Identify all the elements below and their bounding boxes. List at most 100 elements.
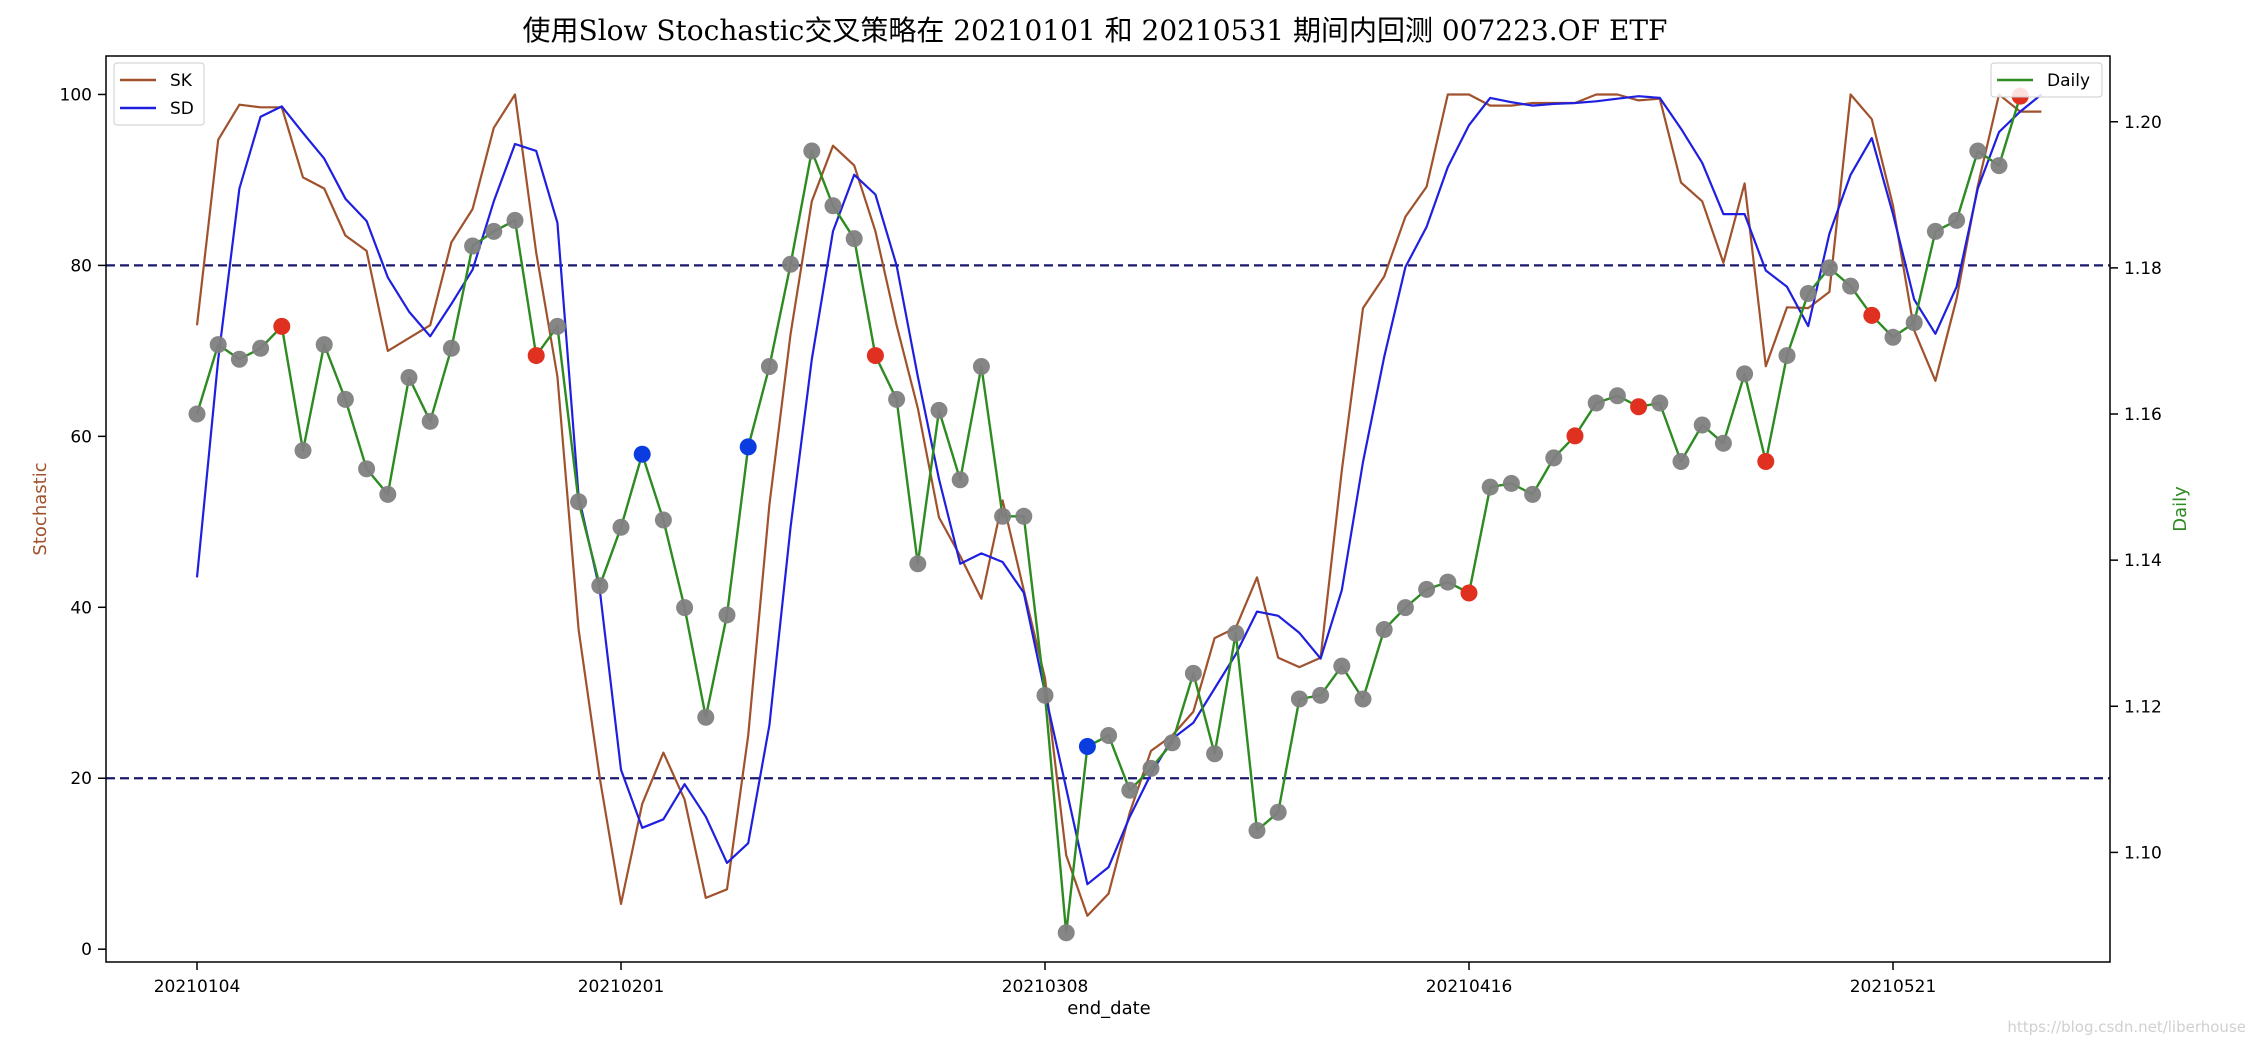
daily-point [760,358,778,376]
legend-right: Daily [1990,62,2103,98]
daily-point [1905,314,1923,332]
daily-point [1990,157,2008,175]
buy-signal-point [1078,737,1096,755]
daily-point [676,599,694,617]
legend-left: SK SD [113,62,205,126]
y-axis-label-right: Daily [2170,486,2191,532]
daily-point [1714,434,1732,452]
daily-point [400,368,418,386]
daily-point [1608,387,1626,405]
daily-point [1248,821,1266,839]
daily-point [888,390,906,408]
daily-point [1333,657,1351,675]
daily-point [1545,449,1563,467]
daily-point [1163,734,1181,752]
daily-point [1481,478,1499,496]
daily-point [1969,142,1987,160]
sell-signal-point [1630,398,1648,416]
legend-right-box [1990,62,2103,98]
daily-point [718,606,736,624]
buy-signal-point [633,445,651,463]
daily-point [1312,686,1330,704]
daily-point [1799,284,1817,302]
x-tick-label: 20210308 [1002,977,1089,997]
daily-point [1820,259,1838,277]
sell-signal-point [527,347,545,365]
y-left-tick-label: 0 [81,940,92,960]
daily-point [1142,759,1160,777]
daily-point [1184,664,1202,682]
daily-point [1290,690,1308,708]
sell-signal-point [1460,584,1478,602]
y-left-tick-label: 60 [70,427,92,447]
daily-point [1502,474,1520,492]
daily-point [654,511,672,529]
x-tick-label: 20210521 [1850,977,1937,997]
daily-point [697,708,715,726]
legend-sd-label: SD [170,99,194,119]
buy-signal-point [739,438,757,456]
daily-point [294,442,312,460]
y-left-tick-label: 40 [70,598,92,618]
daily-point [930,401,948,419]
y-right-tick-label: 1.10 [2124,843,2162,863]
daily-point [803,142,821,160]
daily-point [1100,727,1118,744]
series-line-sk [195,93,2042,917]
daily-point [485,222,503,240]
daily-point [951,471,969,489]
daily-point [252,339,270,357]
daily-point [591,577,609,595]
x-tick-label: 20210201 [578,977,665,997]
plot-frame [105,55,2111,963]
daily-point [1524,485,1542,503]
sell-signal-point [273,317,291,335]
daily-point [1057,924,1075,942]
daily-point [1354,690,1372,708]
daily-point [421,412,439,430]
daily-point [209,336,227,354]
daily-point [548,317,566,335]
daily-point [1036,686,1054,704]
daily-point [1926,222,1944,240]
y-axis-label-left: Stochastic [30,462,51,555]
daily-point [909,555,927,573]
daily-point [1587,394,1605,412]
y-left-tick-label: 80 [70,256,92,276]
daily-point [1418,580,1436,598]
y-right-tick-label: 1.20 [2124,113,2162,133]
daily-point [1693,416,1711,434]
daily-point [506,211,524,229]
watermark: https://blog.csdn.net/liberhouse [2007,1018,2246,1036]
y-left-tick-label: 20 [70,769,92,789]
x-tick-label: 20210416 [1426,977,1513,997]
daily-point [1015,507,1033,525]
daily-point [972,358,990,376]
daily-point [379,485,397,503]
y-right-tick-label: 1.18 [2124,259,2162,279]
daily-point [1778,347,1796,365]
daily-point [1672,453,1690,471]
daily-point [1269,803,1287,821]
legend-sk-label: SK [170,71,193,91]
daily-point [358,460,376,478]
y-right-tick-label: 1.12 [2124,697,2162,717]
x-axis-label: end_date [1067,998,1151,1019]
y-right-tick-label: 1.14 [2124,551,2162,571]
series-line-sd [195,93,2043,886]
sell-signal-point [1757,453,1775,471]
daily-point [782,255,800,273]
daily-point [1948,211,1966,229]
daily-point [845,230,863,248]
y-right-tick-label: 1.16 [2124,405,2162,425]
daily-point [994,507,1012,525]
daily-point [1206,745,1224,763]
daily-point [1396,599,1414,617]
sell-signal-point [1863,306,1881,324]
chart-title: 使用Slow Stochastic交叉策略在 20210101 和 202105… [523,14,1668,47]
plot-area: 0 20 40 60 80 100 1.10 1.12 1.14 1.16 1.18 1.20 2021… [60,85,2162,997]
y-left-tick-label: 100 [60,85,92,105]
daily-point [1375,621,1393,639]
